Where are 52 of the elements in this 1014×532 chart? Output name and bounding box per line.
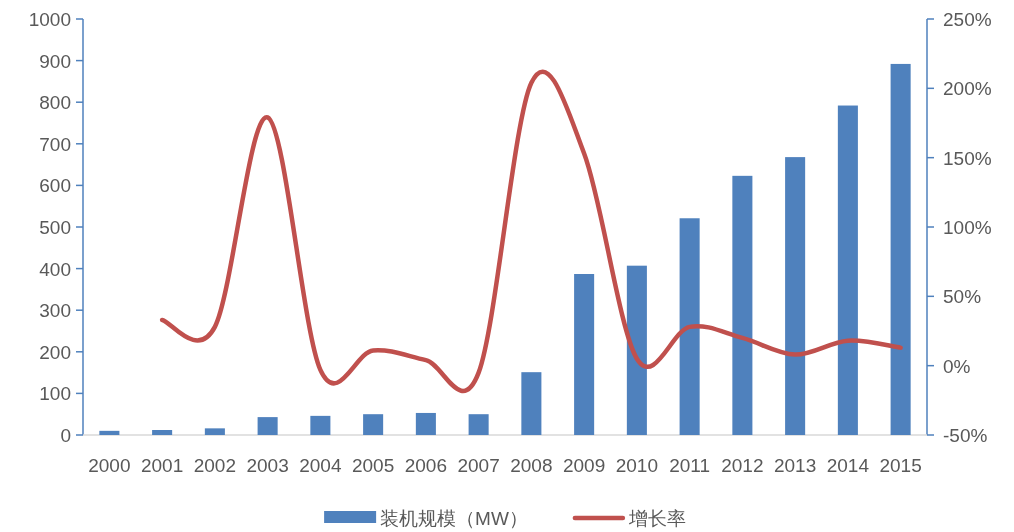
legend-label: 增长率 xyxy=(627,508,686,529)
x-tick-label: 2011 xyxy=(669,455,711,476)
bar xyxy=(890,63,911,435)
y-tick-label: 600 xyxy=(39,175,71,197)
bar xyxy=(679,218,700,435)
bar xyxy=(363,414,384,435)
x-tick-label: 2009 xyxy=(562,455,606,476)
bar xyxy=(837,105,858,435)
y-tick-label: 1000 xyxy=(28,9,71,30)
bar xyxy=(415,412,436,435)
y-tick-label: 700 xyxy=(39,133,71,155)
y-tick-label: 400 xyxy=(39,258,71,280)
y2-tick-label: 150% xyxy=(943,147,992,169)
x-tick-label: 2000 xyxy=(88,455,131,476)
x-tick-label: 2003 xyxy=(246,455,289,476)
y2-tick-label: 50% xyxy=(943,286,982,308)
x-tick-label: 2013 xyxy=(773,455,817,476)
y-tick-label: 200 xyxy=(39,341,71,363)
x-tick-label: 2008 xyxy=(510,455,553,476)
x-tick-label: 2012 xyxy=(721,455,764,476)
x-tick-label: 2005 xyxy=(351,455,395,476)
bar xyxy=(257,417,278,435)
y2-tick-label: -50% xyxy=(943,425,988,446)
y-tick-label: 900 xyxy=(39,50,71,72)
x-tick-label: 2002 xyxy=(193,455,237,476)
y-tick-label: 500 xyxy=(39,217,71,238)
bar xyxy=(204,428,225,435)
bar xyxy=(785,157,806,435)
bar xyxy=(574,274,595,435)
y2-tick-label: 200% xyxy=(943,78,992,100)
bar xyxy=(521,372,542,435)
x-tick-label: 2004 xyxy=(299,455,342,476)
y2-tick-label: 100% xyxy=(943,217,992,238)
bar xyxy=(626,265,647,435)
x-tick-label: 2006 xyxy=(404,455,448,476)
legend-label: 装机规模（MW） xyxy=(380,508,528,529)
y2-tick-label: 250% xyxy=(943,9,992,30)
x-tick-label: 2001 xyxy=(140,455,184,476)
x-tick-label: 2010 xyxy=(615,455,659,476)
x-tick-label: 2007 xyxy=(457,455,500,476)
y-tick-label: 800 xyxy=(39,92,71,114)
y-tick-label: 0 xyxy=(60,425,71,446)
bar xyxy=(310,415,331,435)
x-tick-label: 2015 xyxy=(879,455,922,476)
bar xyxy=(152,430,173,435)
x-tick-label: 2014 xyxy=(826,455,870,476)
y-tick-label: 300 xyxy=(39,300,71,322)
y-tick-label: 100 xyxy=(39,383,71,405)
bar xyxy=(468,414,489,435)
bar xyxy=(732,175,753,435)
y2-tick-label: 0% xyxy=(943,355,971,377)
bar xyxy=(99,430,120,435)
